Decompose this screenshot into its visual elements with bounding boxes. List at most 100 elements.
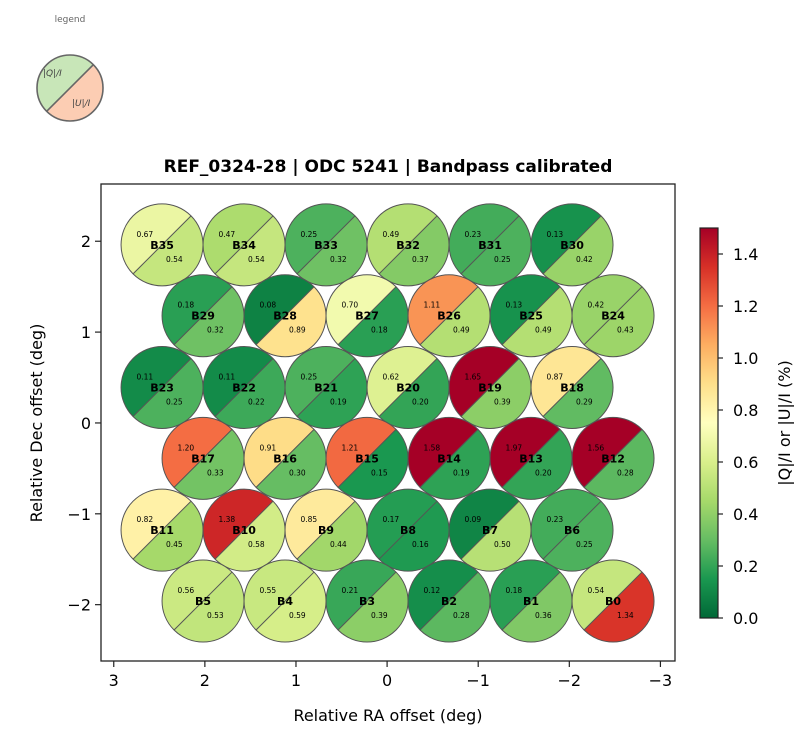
beam-u-value: 0.39	[371, 611, 388, 620]
beam-b4-upper-half	[244, 560, 315, 631]
beam-b19-upper-half	[449, 346, 520, 417]
beam-b25-upper-half	[490, 274, 561, 345]
beam-label: B25	[519, 310, 543, 323]
beam-b7-upper-half	[449, 489, 520, 560]
beam-b7-divider	[460, 500, 520, 560]
y-tick-label: 0	[81, 414, 91, 433]
beam-q-value: 0.67	[136, 230, 153, 239]
x-tick-label: 3	[109, 671, 119, 690]
legend-title: legend	[55, 15, 86, 25]
beam-b31-upper-half	[449, 203, 520, 274]
beam-label: B26	[437, 310, 461, 323]
beam-b22-lower-half	[215, 358, 286, 429]
beam-b6-outline	[530, 488, 614, 572]
beam-b15-upper-half	[326, 417, 397, 488]
colorbar-tick-label: 0.4	[733, 505, 758, 524]
colorbar-ticks: 0.0 0.2 0.4 0.6 0.8 1.0 1.2 1.4	[718, 245, 758, 628]
beam-q-value: 1.11	[423, 301, 440, 310]
beam-b8-upper-half	[367, 489, 438, 560]
beam-label: B17	[191, 452, 215, 465]
colorbar-tick-label: 1.2	[733, 297, 758, 316]
x-axis-label: Relative RA offset (deg)	[293, 706, 482, 725]
colorbar-tick-label: 1.4	[733, 245, 758, 264]
beam-label: B34	[232, 239, 256, 252]
beam-u-value: 0.15	[371, 468, 388, 477]
beam-u-value: 0.19	[330, 398, 347, 407]
beam-b21-divider	[296, 358, 356, 417]
beam-b18-upper-half	[531, 346, 602, 417]
beam-b5-upper-half	[162, 560, 233, 631]
beam-b20-lower-half	[379, 358, 450, 429]
beam-label: B13	[519, 452, 543, 465]
beam-b22-upper-half	[203, 346, 274, 417]
beam-b9-upper-half	[285, 489, 356, 560]
colorbar-tick-label: 0.6	[733, 453, 758, 472]
beam-b28-upper-half	[244, 274, 315, 345]
beam-q-value: 1.20	[177, 443, 194, 452]
beam-b28-lower-half	[256, 286, 327, 357]
beam-b0-upper-half	[572, 560, 643, 631]
beam-b12-upper-half	[572, 417, 643, 488]
beam-q-value: 0.54	[587, 586, 604, 595]
beam-b20-upper-half	[367, 346, 438, 417]
beam-u-value: 1.34	[617, 611, 634, 620]
beam-u-value: 0.54	[166, 255, 183, 264]
beam-b27-divider	[337, 286, 397, 346]
beam-q-value: 0.12	[423, 586, 440, 595]
beam-b26-lower-half	[420, 286, 491, 357]
beam-label: B19	[478, 382, 502, 395]
beam-b9-lower-half	[297, 501, 368, 572]
beam-b11-divider	[132, 500, 192, 560]
beam-q-value: 0.87	[546, 373, 563, 382]
beam-u-value: 0.25	[166, 398, 183, 407]
beam-u-value: 0.33	[207, 468, 224, 477]
beam-b32-divider	[378, 215, 438, 275]
beam-b16-divider	[255, 429, 315, 488]
beam-q-value: 0.13	[546, 230, 563, 239]
beam-b24-lower-half	[584, 286, 655, 357]
beam-b31-lower-half	[461, 215, 532, 286]
beam-q-value: 1.38	[218, 515, 235, 524]
chart-title: REF_0324-28 | ODC 5241 | Bandpass calibr…	[164, 157, 613, 177]
beam-b5-divider	[173, 571, 233, 631]
colorbar-tick-label: 0.8	[733, 401, 758, 420]
beam-b27-lower-half	[338, 286, 409, 357]
beam-q-value: 0.11	[136, 373, 153, 382]
beam-b8-lower-half	[379, 501, 450, 572]
beam-label: B5	[195, 595, 211, 608]
y-tick-label: −2	[67, 596, 91, 615]
beam-b19-divider	[460, 358, 520, 417]
beam-b15-lower-half	[338, 429, 409, 500]
beam-b4-divider	[255, 571, 315, 631]
colorbar-gradient	[699, 227, 719, 619]
beam-label: B10	[232, 524, 256, 537]
beam-q-value: 0.47	[218, 230, 235, 239]
beam-label: B32	[396, 239, 420, 252]
beam-q-value: 0.49	[382, 230, 399, 239]
beam-label: B11	[150, 524, 174, 537]
beam-label: B29	[191, 310, 215, 323]
beam-q-value: 1.56	[587, 443, 604, 452]
beam-b3-upper-half	[326, 560, 397, 631]
beam-b26-upper-half	[408, 274, 479, 345]
beam-label: B1	[523, 595, 539, 608]
beam-u-value: 0.28	[453, 611, 470, 620]
beam-b30-outline	[530, 203, 614, 287]
beam-label: B30	[560, 239, 584, 252]
beam-b18-lower-half	[543, 358, 614, 429]
beam-b7-lower-half	[461, 501, 532, 572]
beam-label: B9	[318, 524, 334, 537]
